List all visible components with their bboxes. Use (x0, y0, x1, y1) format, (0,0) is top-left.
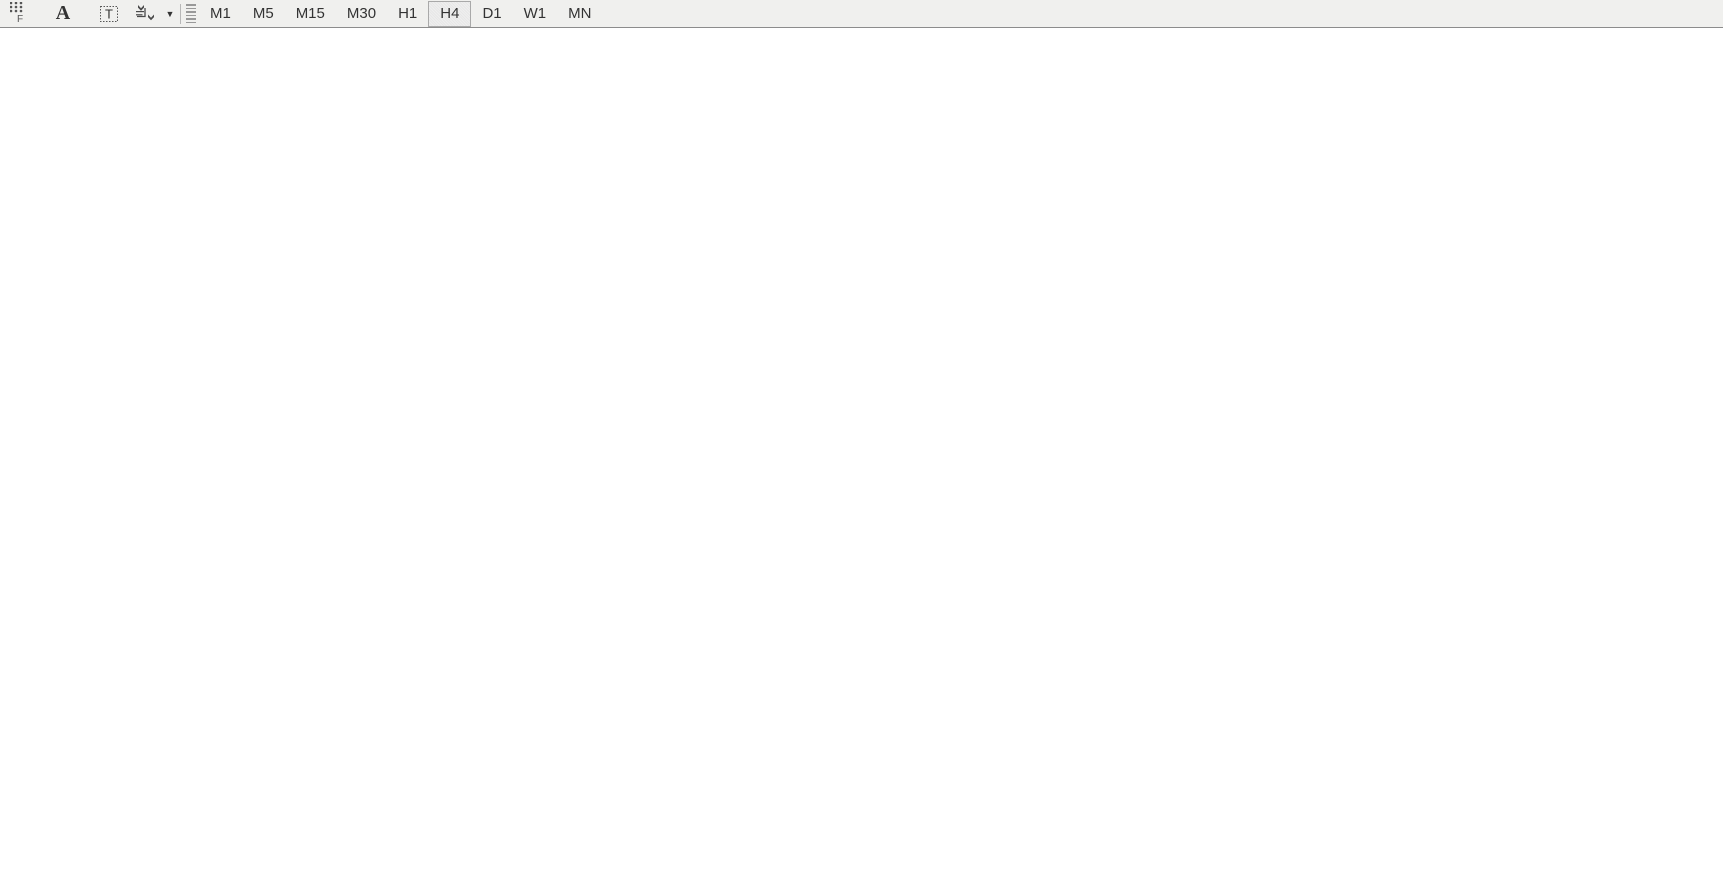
svg-text:T: T (105, 6, 113, 21)
